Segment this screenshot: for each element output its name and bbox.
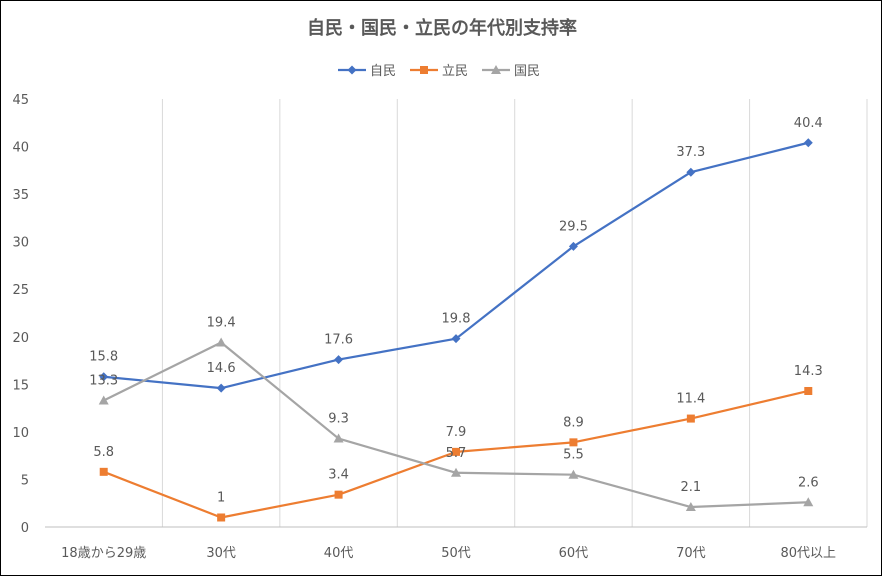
data-label: 15.8 xyxy=(89,350,118,365)
data-point xyxy=(451,467,461,477)
gridlines xyxy=(161,99,868,527)
legend-marker xyxy=(347,65,357,75)
data-point xyxy=(803,497,814,507)
data-point xyxy=(568,241,578,251)
y-tick-label: 30 xyxy=(12,236,29,251)
legend: 自民 立民 国民 xyxy=(338,64,540,79)
y-tick-label: 25 xyxy=(12,283,29,298)
data-label: 2.1 xyxy=(681,480,702,495)
data-point xyxy=(333,433,344,443)
legend-item: 立民 xyxy=(410,64,468,79)
data-label: 17.6 xyxy=(324,333,353,348)
data-point xyxy=(216,383,226,393)
data-label: 13.3 xyxy=(89,374,118,389)
data-point xyxy=(98,395,109,405)
data-label: 8.9 xyxy=(563,415,584,430)
data-point xyxy=(334,355,344,365)
data-point xyxy=(804,386,813,395)
data-point xyxy=(451,334,461,344)
legend-item: 自民 xyxy=(338,64,396,79)
y-tick-label: 0 xyxy=(21,521,29,536)
legend-label: 国民 xyxy=(514,64,540,79)
data-point xyxy=(686,414,695,423)
data-point xyxy=(685,502,696,512)
x-tick-label: 40代 xyxy=(324,546,354,561)
data-label: 1 xyxy=(217,490,225,505)
y-tick-label: 40 xyxy=(12,141,29,156)
y-tick-labels: 0 5 10 15 20 25 30 35 40 45 xyxy=(12,93,29,536)
data-point xyxy=(568,469,579,479)
data-point xyxy=(216,337,227,347)
legend-item: 国民 xyxy=(482,64,540,79)
y-tick-label: 45 xyxy=(12,93,29,108)
data-label: 19.4 xyxy=(207,315,236,330)
data-point xyxy=(452,447,460,456)
legend-label: 立民 xyxy=(442,64,468,79)
series-markers xyxy=(98,138,814,522)
data-point xyxy=(99,467,108,476)
y-tick-label: 20 xyxy=(12,331,29,346)
x-tick-label: 80代以上 xyxy=(781,546,837,561)
data-point xyxy=(803,138,813,148)
data-label: 29.5 xyxy=(559,219,588,234)
data-label: 40.4 xyxy=(794,116,823,131)
data-point xyxy=(569,438,578,447)
y-tick-label: 35 xyxy=(12,188,29,203)
x-tick-label: 50代 xyxy=(441,546,471,561)
series-line-自民 xyxy=(103,141,809,390)
x-tick-label: 18歳から29歳 xyxy=(61,546,146,561)
data-label: 5.8 xyxy=(93,445,114,460)
data-point xyxy=(217,513,226,522)
x-tick-labels: 18歳から29歳 30代 40代 50代 60代 70代 80代以上 xyxy=(61,546,836,561)
data-label: 14.6 xyxy=(207,361,236,376)
data-point xyxy=(334,490,343,499)
data-label: 7.9 xyxy=(446,425,467,440)
data-label: 3.4 xyxy=(328,468,349,483)
data-label: 37.3 xyxy=(676,145,705,160)
data-label: 14.3 xyxy=(794,364,823,379)
x-tick-label: 30代 xyxy=(206,546,236,561)
x-tick-label: 70代 xyxy=(676,546,706,561)
data-label: 2.6 xyxy=(798,475,819,490)
data-label: 5.7 xyxy=(446,446,467,461)
data-label: 5.5 xyxy=(563,448,584,463)
data-label: 11.4 xyxy=(676,392,705,407)
data-label: 9.3 xyxy=(328,412,349,427)
legend-label: 自民 xyxy=(370,64,396,79)
y-tick-label: 15 xyxy=(12,378,29,393)
chart-title: 自民・国民・立民の年代別支持率 xyxy=(307,17,577,39)
legend-marker xyxy=(420,66,428,74)
data-label: 19.8 xyxy=(442,312,471,327)
y-tick-label: 10 xyxy=(12,426,29,441)
legend-marker xyxy=(491,65,501,74)
data-point xyxy=(99,372,109,382)
y-tick-label: 5 xyxy=(21,473,29,488)
data-labels: 15.8 14.6 17.6 19.8 29.5 37.3 40.4 5.8 1 3.4 7.9 8.… xyxy=(89,116,823,506)
x-tick-label: 60代 xyxy=(559,546,589,561)
data-point xyxy=(686,167,696,177)
